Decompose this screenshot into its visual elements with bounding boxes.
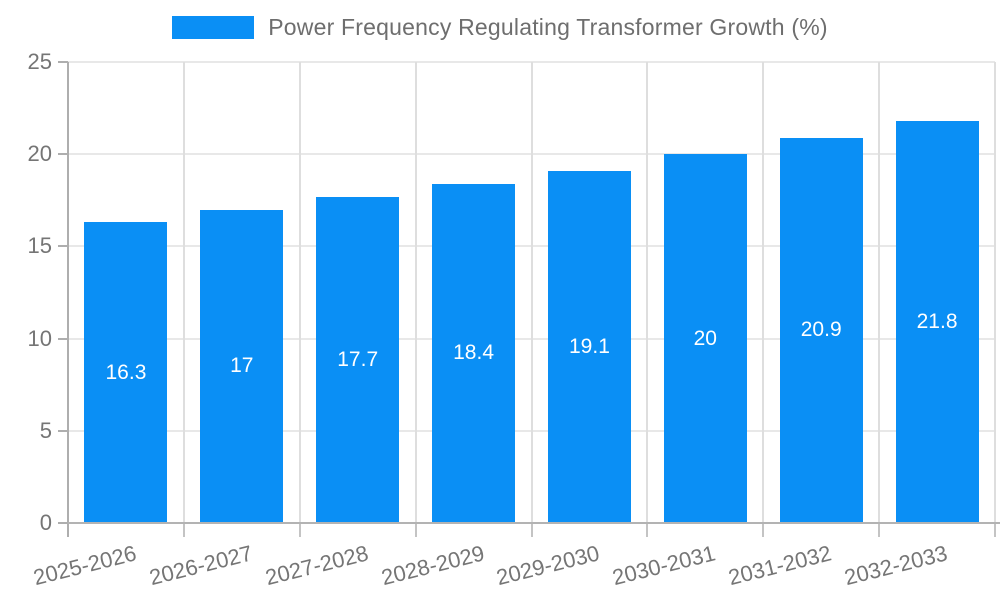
bar-value-label: 19.1 (569, 334, 610, 358)
plot-area: 16.3 17 17.7 18.4 19.1 20 20.9 21.8 (67, 61, 1000, 537)
x-axis-tick (414, 523, 417, 537)
bar-2026-2027[interactable] (200, 209, 284, 523)
x-axis-line (68, 522, 1000, 524)
v-gridline (414, 62, 417, 523)
v-gridline (762, 62, 765, 523)
bar-value-label: 20.9 (800, 318, 842, 342)
bar-2031-2032[interactable] (779, 137, 863, 523)
v-gridline (182, 62, 185, 523)
x-axis-tick (646, 523, 649, 537)
bar-2027-2028[interactable] (316, 196, 400, 523)
x-axis-tick (298, 523, 301, 537)
bar-value-label: 21.8 (916, 310, 958, 333)
bar-value-label: 20 (693, 326, 717, 350)
bar-value-label: 16.3 (105, 360, 147, 384)
v-gridline (646, 62, 649, 523)
y-tick-label: 25 (27, 49, 52, 74)
y-axis-line (67, 62, 69, 537)
x-axis-tick (878, 523, 881, 537)
bar-2025-2026[interactable] (84, 222, 168, 523)
y-tick-label: 10 (27, 325, 52, 351)
bar-value-label: 17.7 (337, 347, 379, 371)
y-axis-tick (58, 245, 68, 248)
v-gridline (994, 62, 996, 523)
y-tick-label: 20 (27, 141, 52, 167)
bar-2029-2030[interactable] (547, 170, 631, 523)
v-gridline (878, 62, 881, 523)
legend-swatch-icon (172, 16, 255, 39)
bar-value-label: 18.4 (453, 341, 494, 365)
bar-2030-2031[interactable] (663, 154, 747, 523)
chart-legend[interactable]: Power Frequency Regulating Transformer G… (0, 14, 1000, 41)
y-tick-label: 15 (27, 233, 52, 259)
y-axis-tick (58, 429, 68, 432)
x-axis-tick (762, 523, 765, 537)
y-tick-label: 0 (39, 510, 52, 535)
y-axis-tick (58, 337, 68, 340)
bar-2032-2033[interactable] (895, 121, 979, 523)
v-gridline (298, 62, 301, 523)
y-axis-tick (58, 522, 68, 524)
v-gridline (530, 62, 533, 523)
x-axis-tick (994, 523, 996, 537)
x-axis-tick (530, 523, 533, 537)
bar-value-label: 17 (230, 354, 254, 378)
x-axis-tick (182, 523, 185, 537)
y-axis-tick (58, 153, 68, 156)
y-tick-label: 5 (39, 417, 52, 443)
y-axis-tick (58, 61, 68, 63)
legend-label: Power Frequency Regulating Transformer G… (268, 14, 828, 40)
bar-2028-2029[interactable] (432, 183, 516, 523)
